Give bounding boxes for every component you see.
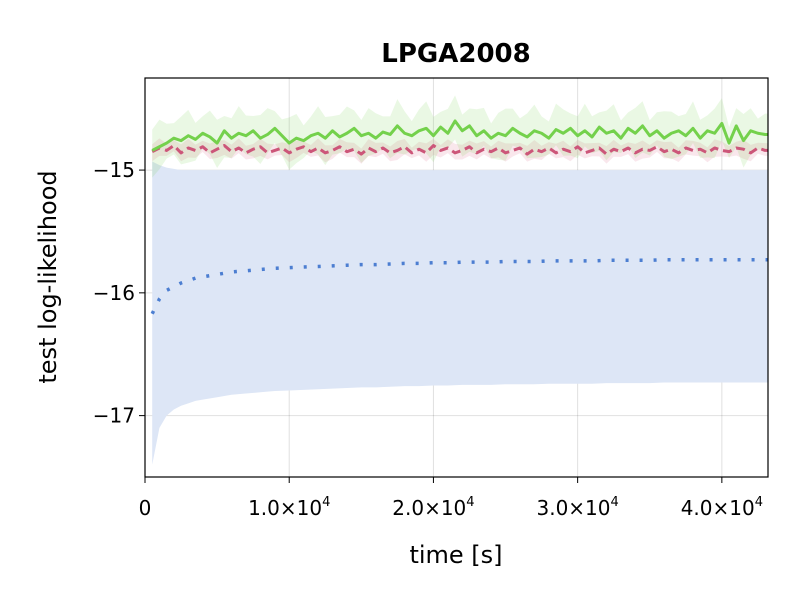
x-tick-label: 4.0×104	[681, 495, 763, 520]
x-tick-label: 0	[139, 496, 152, 520]
x-tick-label: 3.0×104	[536, 495, 618, 520]
x-axis-ticks: 0 1.0×104 2.0×104 3.0×104 4.0×104	[139, 477, 763, 520]
plot-frame	[144, 77, 769, 478]
y-axis-ticks: −15 −16 −17	[93, 158, 145, 428]
x-axis-label: time [s]	[409, 541, 502, 569]
y-axis-label: test log-likelihood	[34, 170, 62, 383]
series-line-0	[151, 119, 768, 152]
series-lines	[150, 119, 768, 315]
y-tick-label: −16	[93, 281, 135, 305]
y-tick-label: −15	[93, 158, 135, 182]
series-band-0	[152, 95, 768, 178]
plot-area	[144, 77, 769, 478]
series-band-2	[152, 161, 768, 465]
x-tick-label: 1.0×104	[248, 495, 330, 520]
y-tick-label: −17	[93, 404, 135, 428]
chart-title: LPGA2008	[381, 39, 530, 69]
x-tick-label: 2.0×104	[392, 495, 474, 520]
